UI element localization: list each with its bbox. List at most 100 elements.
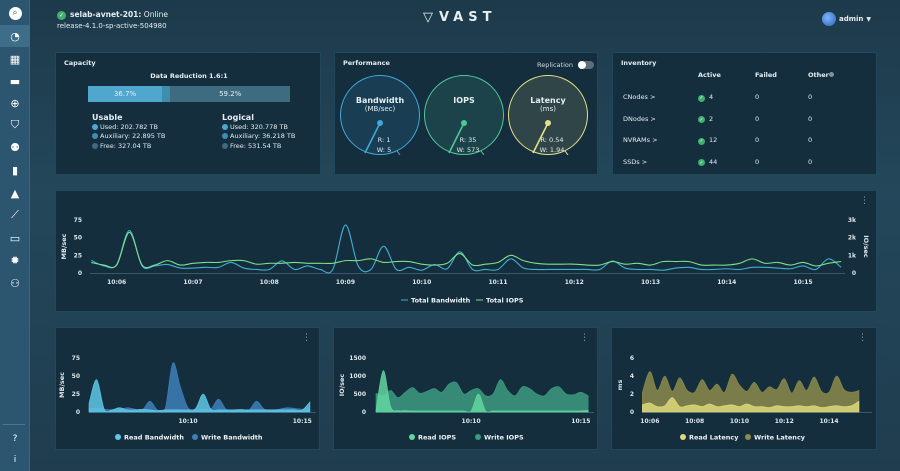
other-count: 0 (808, 114, 813, 123)
check-icon: ✓ (698, 159, 705, 166)
active-count: ✓ 44 (698, 157, 718, 166)
gauge-read-value: R: 35 (459, 136, 477, 144)
shield-icon: ⛉ (10, 118, 20, 131)
legend-item-read-iops[interactable]: Read IOPS (409, 434, 456, 442)
gauge-title: IOPS (453, 96, 475, 105)
x-tick-label: 10:10 (412, 279, 431, 286)
gauge-read-value: R: 1 (377, 136, 391, 144)
column-header-active: Active (698, 71, 721, 79)
chart-menu-kebab-icon[interactable]: ⋮ (580, 333, 589, 343)
sidebar-item-user-manage[interactable]: ⚉ (0, 136, 30, 158)
capacity-free-segment: 59.2% (219, 90, 242, 98)
legend-label: Total IOPS (486, 297, 524, 305)
sidebar-item-server[interactable]: ▦ (0, 48, 30, 70)
legend-item-write-latency[interactable]: Write Latency (745, 434, 806, 442)
sidebar-item-dashboard[interactable]: ◔ (0, 25, 30, 47)
series-area-read-latency (642, 397, 860, 413)
info-icon: i (13, 455, 17, 465)
legend-item-total-iops[interactable]: Total IOPS (476, 297, 524, 305)
legend-item-total-bandwidth[interactable]: Total Bandwidth (401, 297, 471, 305)
sidebar-item-alert[interactable]: ▲ (0, 182, 30, 204)
y2-tick-label: 2k (848, 235, 857, 242)
legend-item-read-latency[interactable]: Read Latency (680, 434, 739, 442)
inventory-panel: Inventory Active Failed Other CNodes > ✓ 4 0 0 D… (612, 52, 877, 175)
sidebar-item-search[interactable]: ⌕ (0, 2, 30, 24)
dashboard-icon: ◔ (10, 29, 20, 43)
legend-label: Write IOPS (484, 434, 524, 442)
series-area-read-iops (375, 370, 589, 413)
sidebar-item-help[interactable]: ? (0, 428, 30, 450)
y-axis-label: MB/sec (60, 233, 68, 259)
series-area-read-bandwidth (88, 379, 311, 413)
capacity-bar: 36.7% 59.2% (88, 86, 290, 102)
other-count: 0 (808, 93, 813, 101)
failed-count: 0 (755, 157, 760, 166)
chart-menu-kebab-icon[interactable]: ⋮ (860, 196, 869, 206)
y2-tick-label: 3k (848, 217, 857, 224)
x-tick-label: 10:09 (336, 279, 355, 286)
sidebar-item-folder[interactable]: ▬ (0, 70, 30, 92)
performance-panel: Performance Replication Bandwidth (MB/sec… (334, 52, 598, 175)
chart-menu-kebab-icon[interactable]: ⋮ (302, 333, 311, 343)
user-settings-icon: ⚇ (10, 276, 20, 290)
capacity-title: Capacity (64, 59, 96, 67)
y-tick-label: 75 (74, 217, 82, 224)
performance-title: Performance (343, 59, 390, 67)
replication-toggle[interactable] (578, 61, 594, 69)
x-tick-label: 10:10 (178, 418, 197, 425)
sidebar-item-analytics[interactable]: ▮ (0, 159, 30, 181)
capacity-aux-segment (162, 86, 171, 102)
info-icon[interactable] (829, 72, 834, 77)
y-tick-label: 1500 (349, 355, 366, 362)
y-tick-label: 25 (72, 391, 80, 398)
gauge-iops[interactable]: IOPS R: 35 W: 573 (424, 75, 504, 155)
settings-icon: ✹ (10, 253, 20, 267)
inventory-link-nvrams[interactable]: NVRAMs > (623, 136, 658, 144)
inventory-link-ssds[interactable]: SSDs > (623, 157, 648, 166)
failed-count: 0 (755, 136, 760, 144)
y-tick-label: 0 (362, 409, 366, 416)
y-tick-label: 0 (630, 409, 634, 416)
sidebar-item-user-settings[interactable]: ⚇ (0, 272, 30, 294)
y-axis-label: IO/sec (338, 374, 346, 397)
gauge-needle (364, 120, 401, 155)
capacity-panel: Capacity Data Reduction 1.6:1 36.7% 59.2… (55, 52, 321, 175)
user-manage-icon: ⚉ (10, 140, 20, 154)
x-tick-label: 10:14 (820, 418, 839, 425)
cluster-status: ✓ selab-avnet-201: Online (57, 10, 168, 20)
y-tick-label: 25 (74, 252, 82, 259)
inventory-link-dnodes[interactable]: DNodes > (623, 114, 656, 123)
gauge-write-value: W: 1.94 (539, 146, 565, 154)
sidebar-item-trend[interactable]: ⟋ (0, 204, 30, 226)
sidebar-item-settings[interactable]: ✹ (0, 249, 30, 271)
sidebar-item-hardware[interactable]: ▭ (0, 227, 30, 249)
legend-swatch (680, 434, 686, 440)
sidebar-item-info[interactable]: i (0, 449, 30, 471)
gauge-needle (448, 120, 485, 155)
chart-menu-kebab-icon[interactable]: ⋮ (858, 333, 867, 343)
x-tick-label: 10:13 (641, 279, 660, 286)
gauge-read-value: R: 0.54 (540, 136, 564, 144)
legend-item-read-bandwidth[interactable]: Read Bandwidth (115, 434, 184, 442)
check-icon: ✓ (698, 94, 705, 102)
y-tick-label: 500 (353, 391, 366, 398)
gauge-title: Bandwidth (355, 96, 405, 105)
chart-3: ms 0 2 4 6 10:06 10:08 10:10 10:12 10:14 Read Late… (616, 355, 872, 442)
sidebar-item-globe[interactable]: ⊕ (0, 92, 30, 114)
sidebar-item-shield[interactable]: ⛉ (0, 114, 30, 136)
gauge-latency[interactable]: Latency (ms) R: 0.54 W: 1.94 (508, 75, 588, 155)
alert-icon: ▲ (10, 186, 20, 200)
user-menu[interactable]: admin ▼ (822, 12, 871, 26)
server-icon: ▦ (9, 52, 21, 66)
active-count: ✓ 12 (698, 136, 718, 145)
cluster-status-text: Online (143, 10, 168, 19)
y-tick-label: 75 (72, 355, 80, 362)
sidebar-divider (3, 424, 25, 425)
gauge-bandwidth[interactable]: Bandwidth (MB/sec) R: 1 W: 5 (340, 75, 420, 155)
chart-1: MB/sec 0 25 50 75 10:10 10:15 Read Bandwidth Wri… (58, 355, 316, 442)
inventory-link-cnodes[interactable]: CNodes > (623, 93, 656, 101)
legend-item-write-iops[interactable]: Write IOPS (475, 434, 524, 442)
other-count: 0 (808, 136, 813, 144)
failed-count: 0 (755, 93, 760, 101)
legend-item-write-bandwidth[interactable]: Write Bandwidth (192, 434, 263, 442)
